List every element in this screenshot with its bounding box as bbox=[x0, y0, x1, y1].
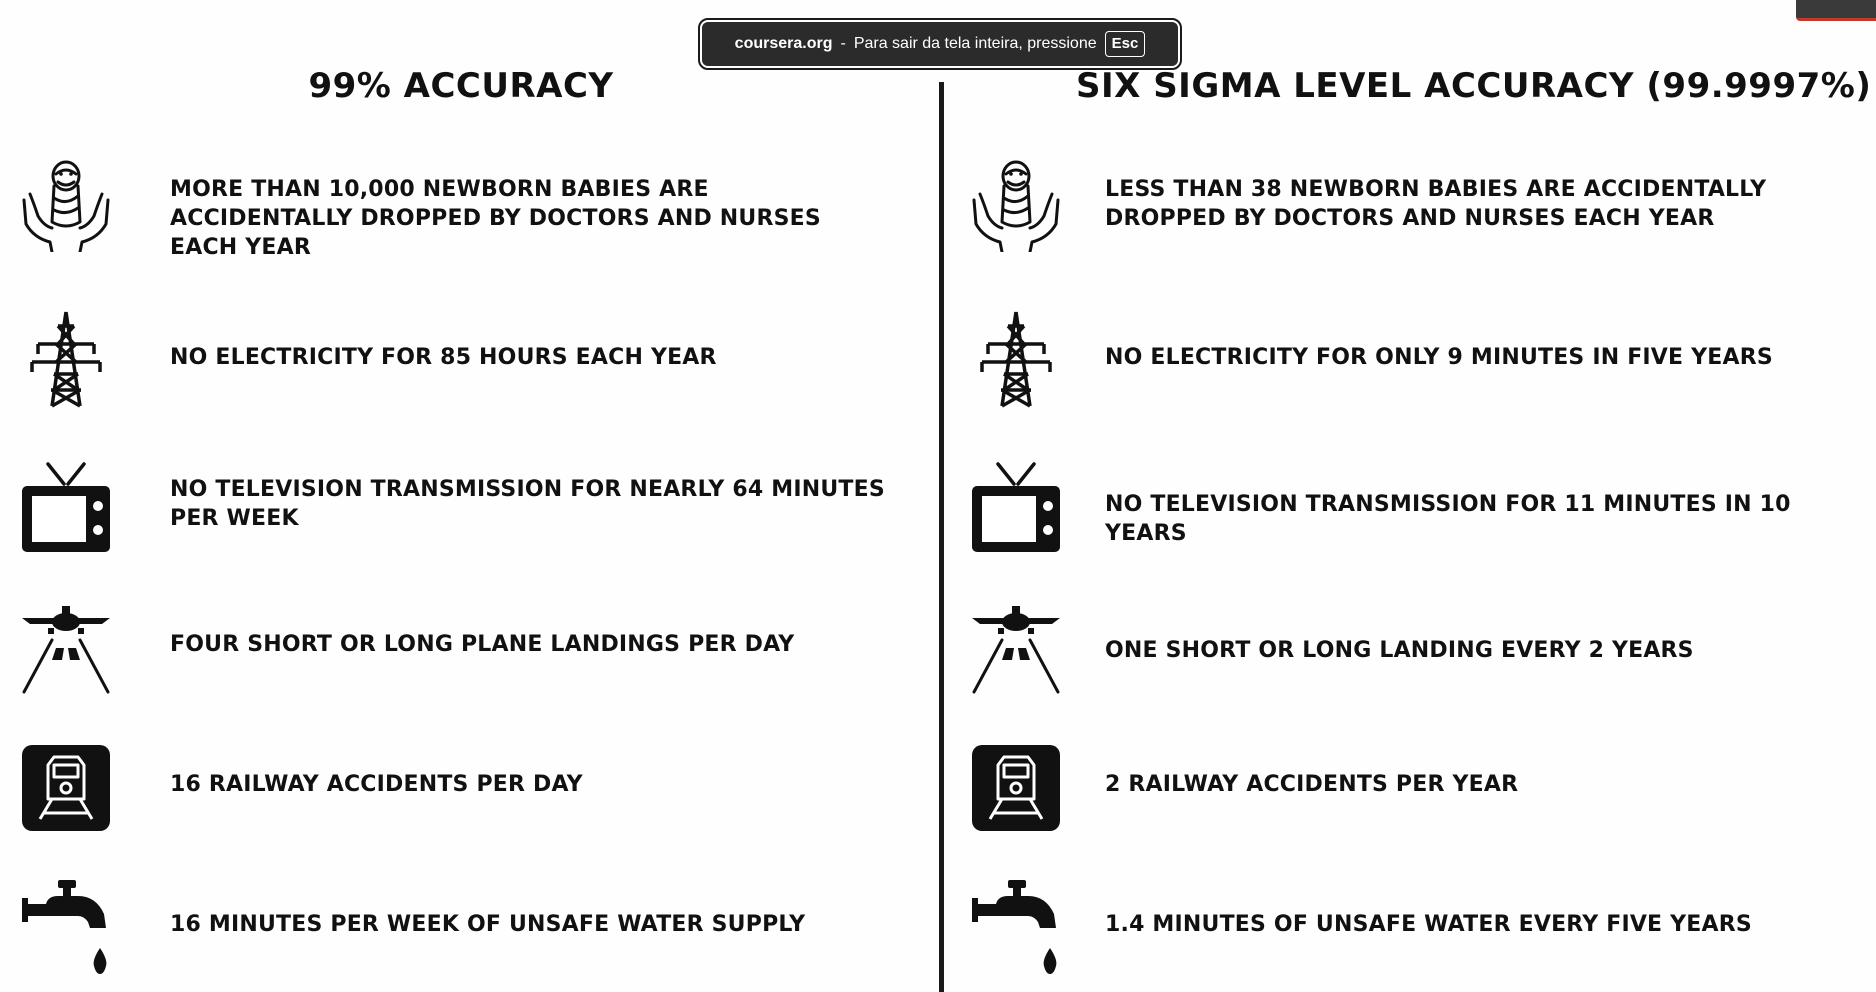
plane-landing-icon bbox=[968, 598, 1064, 698]
window-corner-tab bbox=[1796, 0, 1876, 21]
left-row-text: FOUR SHORT OR LONG PLANE LANDINGS PER DA… bbox=[170, 632, 795, 657]
right-row-text: ONE SHORT OR LONG LANDING EVERY 2 YEARS bbox=[1105, 638, 1694, 663]
right-row-text: NO ELECTRICITY FOR ONLY 9 MINUTES IN FIV… bbox=[1105, 345, 1773, 370]
left-row-text: 16 MINUTES PER WEEK OF UNSAFE WATER SUPP… bbox=[170, 912, 806, 937]
right-row-text: LESS THAN 38 NEWBORN BABIES ARE ACCIDENT… bbox=[1105, 177, 1767, 231]
column-divider bbox=[939, 82, 944, 992]
fullscreen-exit-banner: coursera.org - Para sair da tela inteira… bbox=[698, 18, 1182, 70]
water-tap-icon bbox=[968, 878, 1064, 978]
left-row-text: NO ELECTRICITY FOR 85 HOURS EACH YEAR bbox=[170, 345, 717, 370]
right-row-text: 2 RAILWAY ACCIDENTS PER YEAR bbox=[1105, 772, 1519, 797]
television-icon bbox=[968, 458, 1064, 558]
banner-message: Para sair da tela inteira, pressione bbox=[853, 35, 1097, 52]
water-tap-icon bbox=[18, 878, 114, 978]
baby-in-hands-icon bbox=[968, 152, 1064, 252]
baby-in-hands-icon bbox=[18, 152, 114, 252]
left-column-title: 99% ACCURACY bbox=[308, 66, 614, 106]
power-tower-icon bbox=[968, 308, 1064, 408]
left-row-text: MORE THAN 10,000 NEWBORN BABIES ARE ACCI… bbox=[170, 177, 821, 260]
power-tower-icon bbox=[18, 308, 114, 408]
right-row-text: 1.4 MINUTES OF UNSAFE WATER EVERY FIVE Y… bbox=[1105, 912, 1752, 937]
train-icon bbox=[18, 735, 114, 835]
esc-key-badge[interactable]: Esc bbox=[1104, 31, 1146, 57]
right-column-title: SIX SIGMA LEVEL ACCURACY (99.9997%) bbox=[1076, 66, 1872, 106]
television-icon bbox=[18, 458, 114, 558]
train-icon bbox=[968, 735, 1064, 835]
left-row-text: NO TELEVISION TRANSMISSION FOR NEARLY 64… bbox=[170, 477, 885, 531]
right-row-text: NO TELEVISION TRANSMISSION FOR 11 MINUTE… bbox=[1105, 492, 1791, 546]
banner-site: coursera.org bbox=[734, 35, 833, 52]
left-row-text: 16 RAILWAY ACCIDENTS PER DAY bbox=[170, 772, 583, 797]
plane-landing-icon bbox=[18, 598, 114, 698]
banner-separator: - bbox=[840, 35, 846, 52]
